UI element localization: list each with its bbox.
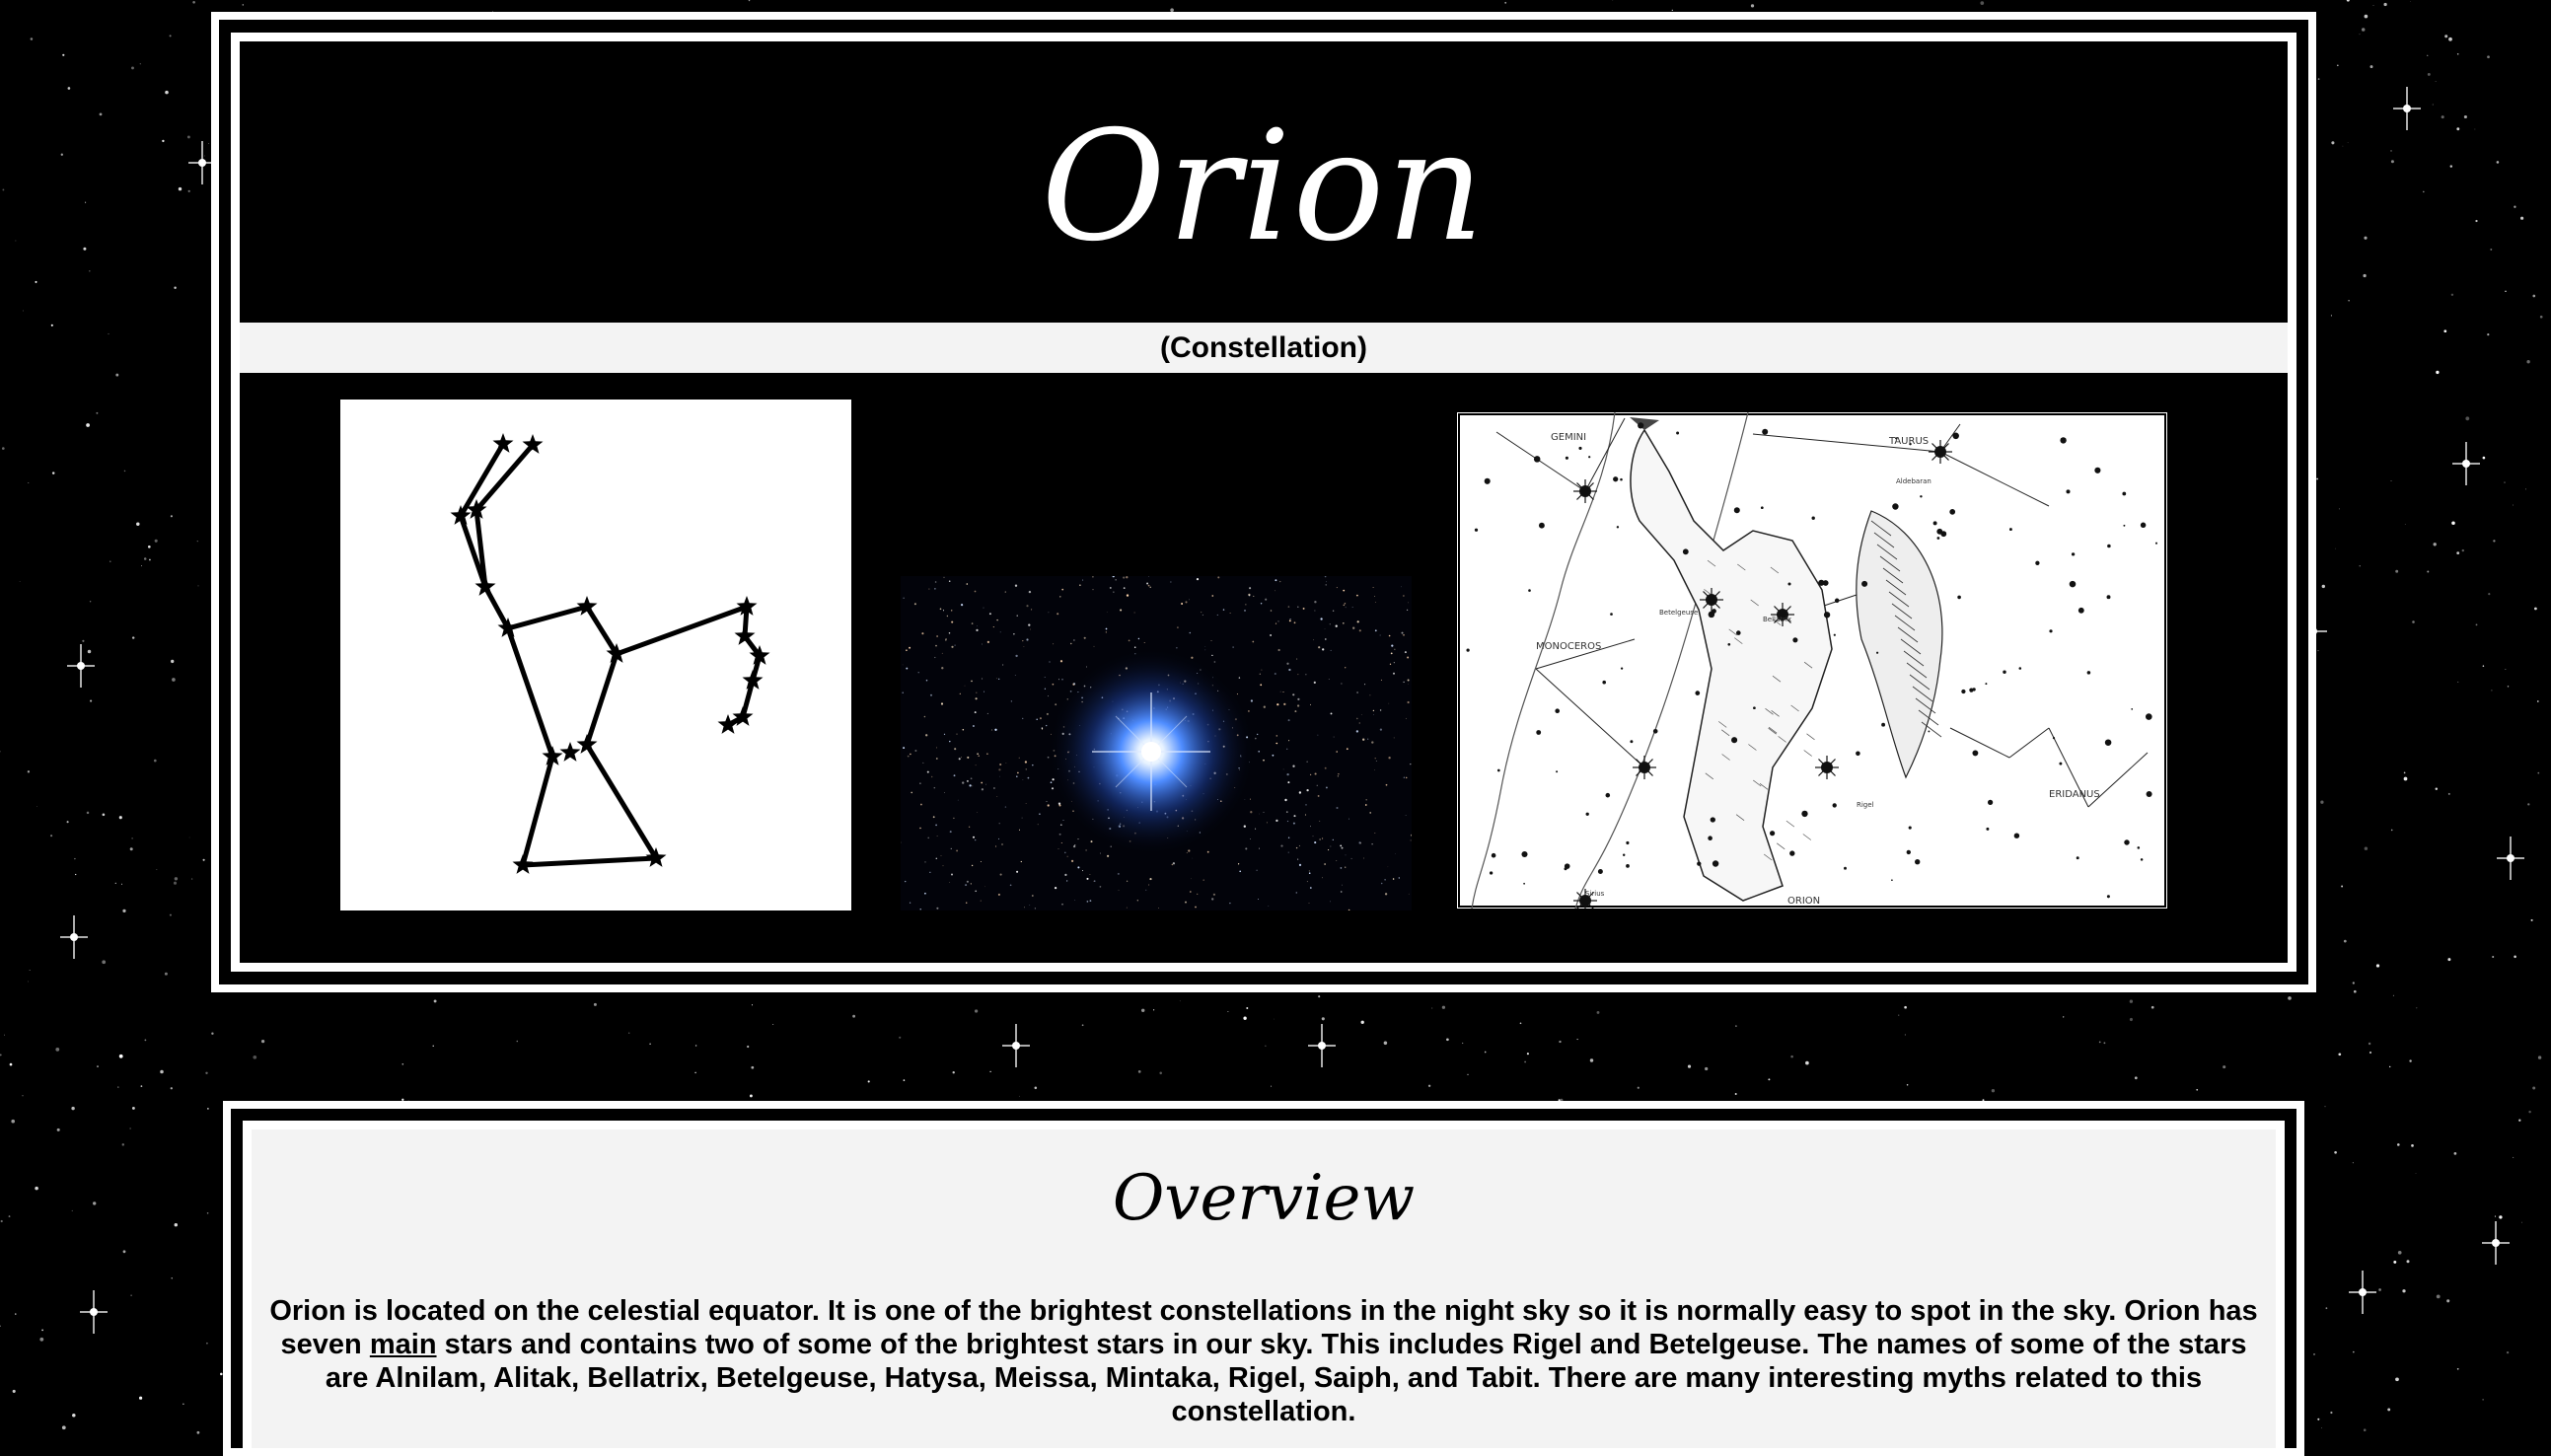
overview-inner-frame: Overview Orion is located on the celesti…: [243, 1121, 2285, 1448]
atlas-label: GEMINI: [1551, 432, 1586, 443]
constellation-lines: [461, 444, 760, 865]
sparkle-star-icon: [2452, 442, 2480, 485]
sparkle-star-icon: [2349, 1271, 2376, 1314]
overview-text-part2: stars and contains two of some of the br…: [326, 1329, 2247, 1427]
orion-stick-figure-image: [340, 400, 851, 910]
star-icon: [475, 576, 496, 596]
star-icon: [560, 742, 581, 762]
subtitle-text: (Constellation): [1160, 331, 1367, 364]
atlas-label: TAURUS: [1888, 436, 1929, 447]
atlas-label: Betelgeuse: [1659, 609, 1698, 617]
atlas-label: MONOCEROS: [1536, 641, 1601, 652]
orion-atlas-image: GEMINI TAURUS Aldebaran MONOCEROS Betelgeuse…: [1455, 410, 2169, 910]
orion-stick-figure-diagram: [340, 400, 851, 910]
atlas-label: Sirius: [1585, 890, 1605, 898]
sparkle-star-icon: [1002, 1024, 1030, 1067]
sparkle-star-icon: [1308, 1024, 1336, 1067]
sparkle-star-icon: [2393, 87, 2421, 130]
star-icon: [577, 734, 598, 754]
star-icon: [718, 714, 739, 734]
sparkle-star-icon: [2482, 1221, 2510, 1265]
atlas-label: Rigel: [1857, 801, 1874, 809]
header-panel: Orion (Constellation) GEMINI TAURUS Aldeba…: [211, 12, 2316, 992]
sparkle-star-icon: [2497, 837, 2524, 880]
sparkle-star-icon: [80, 1290, 108, 1334]
constellation-stars: [451, 433, 770, 874]
atlas-star-icon: [1929, 440, 1952, 464]
atlas-label: ORION: [1787, 896, 1820, 907]
star-icon: [513, 854, 534, 874]
orion-star-atlas-illustration: GEMINI TAURUS Aldebaran MONOCEROS Betelgeuse…: [1457, 412, 2167, 909]
overview-heading: Overview: [252, 1159, 2276, 1238]
star-icon: [577, 596, 598, 616]
atlas-label: ERIDANUS: [2049, 789, 2100, 800]
atlas-star-icon: [1700, 588, 1723, 612]
atlas-label: Aldebaran: [1896, 477, 1931, 485]
sparkle-star-icon: [60, 915, 88, 959]
atlas-star-icon: [1573, 479, 1597, 503]
bright-blue-star-photo: [901, 576, 1412, 910]
overview-paragraph: Orion is located on the celestial equato…: [269, 1294, 2258, 1428]
bright-star-image: [901, 576, 1412, 910]
star-icon: [493, 433, 514, 453]
overview-panel: Overview Orion is located on the celesti…: [223, 1101, 2304, 1456]
atlas-star-icon: [1633, 756, 1656, 779]
bright-star-glow: [1048, 648, 1255, 855]
atlas-label: Bellatrix: [1763, 616, 1791, 623]
overview-text-underlined: main: [370, 1329, 437, 1360]
page-title: Orion: [240, 99, 2288, 276]
atlas-star-icon: [1815, 756, 1839, 779]
subtitle-bar: (Constellation): [240, 323, 2288, 373]
header-inner-frame: Orion (Constellation) GEMINI TAURUS Aldeba…: [231, 33, 2296, 972]
